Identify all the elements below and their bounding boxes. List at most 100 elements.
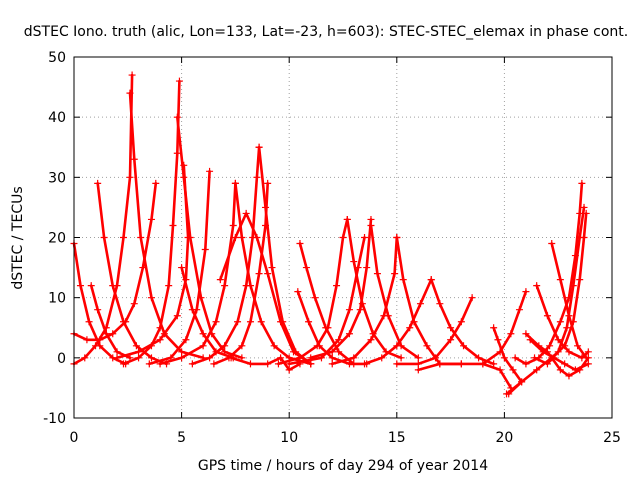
data-point bbox=[119, 318, 127, 326]
y-tick-label: 50 bbox=[48, 50, 66, 66]
x-tick-label: 5 bbox=[177, 430, 186, 446]
data-point bbox=[414, 366, 422, 374]
data-point bbox=[83, 336, 91, 344]
data-point bbox=[270, 342, 278, 350]
data-point bbox=[178, 348, 186, 356]
series-pass-17 bbox=[216, 209, 315, 368]
data-point bbox=[102, 330, 110, 338]
data-point bbox=[490, 324, 498, 332]
series-line bbox=[528, 338, 590, 372]
data-point bbox=[184, 234, 192, 241]
data-point bbox=[475, 354, 483, 362]
data-point bbox=[380, 312, 388, 320]
data-point bbox=[563, 324, 571, 332]
data-point bbox=[147, 354, 155, 362]
series-pass-9 bbox=[113, 161, 192, 362]
data-point bbox=[274, 360, 282, 368]
data-point bbox=[522, 360, 530, 368]
series-pass-5 bbox=[94, 179, 171, 368]
data-point bbox=[188, 360, 196, 368]
series-pass-39 bbox=[526, 336, 592, 374]
data-point bbox=[85, 318, 93, 326]
y-tick-labels: -10 0 10 20 30 40 50 bbox=[43, 50, 66, 427]
data-point bbox=[234, 318, 242, 326]
data-point bbox=[152, 179, 160, 187]
data-point bbox=[193, 306, 201, 314]
data-point bbox=[531, 354, 539, 362]
series-pass-18 bbox=[227, 354, 304, 374]
series-line bbox=[330, 236, 399, 366]
data-point bbox=[277, 318, 285, 326]
data-point bbox=[447, 324, 455, 332]
data-point bbox=[393, 360, 401, 368]
data-point bbox=[391, 270, 399, 278]
data-point bbox=[578, 354, 586, 362]
x-axis-label: GPS time / hours of day 294 of year 2014 bbox=[198, 458, 488, 474]
series-pass-29 bbox=[427, 276, 498, 368]
data-point bbox=[399, 276, 407, 284]
data-point bbox=[173, 113, 181, 121]
series-line bbox=[72, 73, 134, 366]
series-pass-32 bbox=[479, 288, 530, 368]
data-point bbox=[76, 282, 84, 290]
data-point bbox=[199, 342, 207, 350]
data-point bbox=[285, 360, 293, 368]
data-point bbox=[201, 246, 209, 254]
series-line bbox=[505, 212, 588, 396]
data-point bbox=[554, 348, 562, 356]
series-pass-23 bbox=[285, 234, 369, 368]
data-point bbox=[576, 276, 584, 284]
data-point bbox=[361, 360, 369, 368]
data-point bbox=[231, 179, 239, 187]
data-point bbox=[180, 161, 188, 169]
chart-title: dSTEC Iono. truth (alic, Lon=133, Lat=-2… bbox=[24, 24, 628, 40]
series-line bbox=[513, 182, 584, 366]
data-point bbox=[173, 312, 181, 320]
data-point bbox=[264, 270, 272, 278]
data-point bbox=[436, 300, 444, 308]
data-point bbox=[126, 173, 134, 181]
data-point bbox=[156, 324, 164, 332]
data-point bbox=[229, 221, 237, 229]
data-point bbox=[206, 167, 214, 175]
data-point bbox=[81, 354, 89, 362]
data-point bbox=[546, 342, 554, 350]
series-line bbox=[309, 218, 373, 360]
data-point bbox=[178, 354, 186, 362]
data-point bbox=[96, 336, 104, 344]
data-point bbox=[227, 354, 235, 362]
data-point bbox=[294, 288, 302, 296]
data-point bbox=[305, 318, 313, 326]
series-line bbox=[417, 362, 513, 390]
data-point bbox=[343, 215, 351, 223]
series-pass-31 bbox=[414, 360, 515, 392]
data-point bbox=[285, 366, 293, 374]
data-point bbox=[556, 318, 564, 326]
x-tick-label: 10 bbox=[280, 430, 298, 446]
data-point bbox=[139, 264, 147, 272]
data-point bbox=[356, 306, 364, 314]
data-point bbox=[526, 336, 534, 344]
data-point bbox=[92, 342, 100, 350]
data-point bbox=[503, 390, 511, 398]
data-point bbox=[339, 234, 347, 241]
data-point bbox=[307, 360, 315, 368]
data-point bbox=[206, 354, 214, 362]
data-point bbox=[494, 336, 502, 344]
data-point bbox=[378, 354, 386, 362]
data-point bbox=[221, 342, 229, 350]
data-point bbox=[137, 234, 145, 241]
data-point bbox=[490, 360, 498, 368]
data-point bbox=[94, 179, 102, 187]
data-point bbox=[242, 209, 250, 217]
data-point bbox=[231, 234, 239, 241]
y-tick-label: -10 bbox=[43, 411, 66, 427]
data-point bbox=[173, 149, 181, 157]
data-point bbox=[94, 306, 102, 314]
data-point bbox=[578, 179, 586, 187]
data-point bbox=[113, 348, 121, 356]
data-point bbox=[423, 342, 431, 350]
data-point bbox=[496, 366, 504, 374]
y-tick-label: 0 bbox=[57, 351, 66, 367]
data-point bbox=[393, 234, 401, 241]
